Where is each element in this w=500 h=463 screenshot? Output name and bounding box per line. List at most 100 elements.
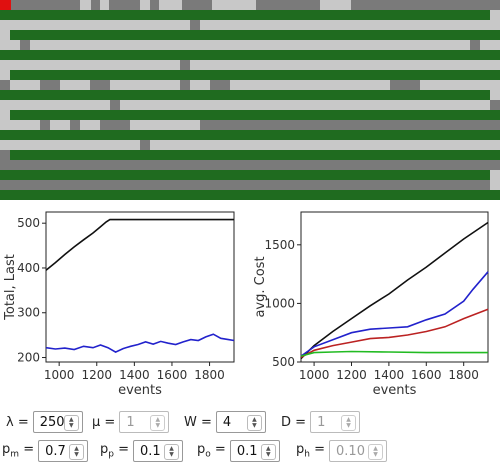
pm-input[interactable]	[39, 443, 78, 459]
w-symbol: W	[184, 414, 197, 430]
grid-cell-empty	[80, 120, 100, 130]
d-control: D = ▲▼	[281, 410, 361, 434]
grid-cell-empty	[0, 120, 40, 130]
grid-cell-filled	[10, 150, 500, 160]
grid-cell-busy	[20, 40, 30, 50]
job-grid	[0, 0, 500, 200]
x-tick-label: 1800	[448, 368, 479, 382]
pm-stepper-icon[interactable]: ▲ ▼	[69, 444, 85, 460]
grid-cell-busy	[0, 150, 10, 160]
w-control: W = ▲▼	[184, 410, 266, 434]
w-stepper-icon[interactable]: ▲ ▼	[246, 415, 262, 431]
grid-cell-empty	[212, 0, 256, 10]
grid-cell-busy	[470, 40, 480, 50]
mu-control: μ = ▲▼	[92, 410, 170, 434]
grid-cell-busy	[210, 80, 230, 90]
grid-cell-busy	[0, 180, 490, 190]
x-tick-label: 1600	[157, 368, 188, 382]
ph-control: ph = ▲▼	[296, 439, 388, 463]
po-input[interactable]	[230, 443, 269, 459]
grid-cell-empty	[0, 40, 20, 50]
w-input[interactable]	[216, 414, 255, 430]
plot-frame	[300, 211, 489, 363]
x-tick-label: 1000	[299, 368, 330, 382]
lambda-stepper-icon[interactable]: ▲ ▼	[63, 415, 79, 431]
w-spinbox[interactable]: ▲▼	[215, 411, 266, 433]
pp-sub: p	[108, 449, 114, 460]
grid-cell-busy	[11, 0, 80, 10]
parameter-controls: λ = ▲▼ μ = ▲▼ W = ▲▼ D = ▲▼ pm = ▲▼	[0, 408, 500, 463]
grid-cell-empty	[420, 80, 500, 90]
series-line-black_series	[45, 218, 234, 271]
lambda-control: λ = ▲▼	[6, 410, 83, 434]
grid-cell-empty	[490, 180, 500, 190]
plot-frame	[45, 211, 235, 363]
series-line-black_series	[300, 221, 489, 360]
x-tick-label: 1000	[44, 368, 75, 382]
grid-cell-empty	[150, 140, 500, 150]
ph-spinbox: ▲▼	[329, 440, 388, 462]
grid-cell-busy	[70, 120, 80, 130]
grid-cell-busy	[109, 0, 140, 10]
grid-cell-empty	[140, 0, 150, 10]
pm-spinbox[interactable]: ▲▼	[38, 440, 89, 462]
grid-cell-busy	[110, 100, 120, 110]
mu-eq: =	[104, 414, 116, 430]
grid-cell-empty	[190, 80, 210, 90]
w-eq: =	[201, 414, 212, 430]
grid-cell-empty	[0, 110, 10, 120]
grid-cell-busy	[490, 100, 500, 110]
y-tick-label: 500	[17, 216, 40, 230]
grid-cell-empty	[159, 0, 182, 10]
po-control: po = ▲▼	[197, 439, 280, 463]
y-tick-label: 300	[17, 306, 40, 320]
grid-cell-busy	[0, 160, 500, 170]
po-spinbox[interactable]: ▲▼	[229, 440, 280, 462]
d-input	[311, 414, 350, 430]
grid-cell-filled	[0, 190, 500, 200]
pm-control: pm = ▲▼	[2, 439, 89, 463]
grid-cell-busy	[100, 120, 130, 130]
grid-cell-busy	[180, 80, 190, 90]
series-line-blue_series	[45, 333, 235, 354]
grid-cell-empty	[0, 140, 140, 150]
grid-cell-busy	[182, 0, 212, 10]
po-sub: o	[205, 449, 211, 460]
pp-spinbox[interactable]: ▲▼	[133, 440, 184, 462]
y-axis-label: Total, Last	[3, 254, 18, 321]
y-tick-label: 200	[17, 351, 40, 365]
x-tick-label: 1800	[194, 368, 225, 382]
grid-cell-busy	[91, 0, 100, 10]
y-axis-label: avg. Cost	[253, 256, 268, 317]
lambda-spinbox[interactable]: ▲▼	[32, 411, 83, 433]
grid-cell-busy	[200, 120, 500, 130]
grid-cell-empty	[190, 60, 500, 70]
grid-cell-busy	[256, 0, 320, 10]
x-tick-label: 1400	[119, 368, 150, 382]
grid-cell-empty	[490, 170, 500, 180]
grid-cell-empty	[10, 80, 40, 90]
grid-cell-busy	[390, 80, 420, 90]
grid-cell-busy	[150, 0, 159, 10]
grid-cell-empty	[130, 120, 200, 130]
lambda-input[interactable]	[33, 414, 72, 430]
avg-cost-chart: 1000 1200 1400 1600 1800 500 1000 1500 events avg…	[253, 211, 489, 398]
pp-input[interactable]	[134, 443, 173, 459]
series-line-blue_series	[300, 271, 489, 357]
pp-control: pp = ▲▼	[100, 439, 184, 463]
pp-stepper-icon[interactable]: ▲ ▼	[164, 444, 180, 460]
pp-eq: =	[118, 442, 130, 458]
mu-symbol: μ	[92, 414, 101, 430]
grid-cell-filled	[0, 10, 490, 20]
grid-cell-filled	[10, 110, 500, 120]
po-stepper-icon[interactable]: ▲ ▼	[260, 444, 276, 460]
grid-cell-empty	[100, 0, 109, 10]
grid-cell-busy	[40, 80, 60, 90]
grid-cell-filled	[0, 130, 500, 140]
grid-cell-filled	[0, 170, 490, 180]
grid-cell-busy	[90, 80, 110, 90]
grid-cell-empty	[60, 80, 90, 90]
ph-eq: =	[314, 442, 326, 458]
x-axis-label: events	[118, 383, 162, 398]
lambda-eq: =	[17, 414, 29, 430]
